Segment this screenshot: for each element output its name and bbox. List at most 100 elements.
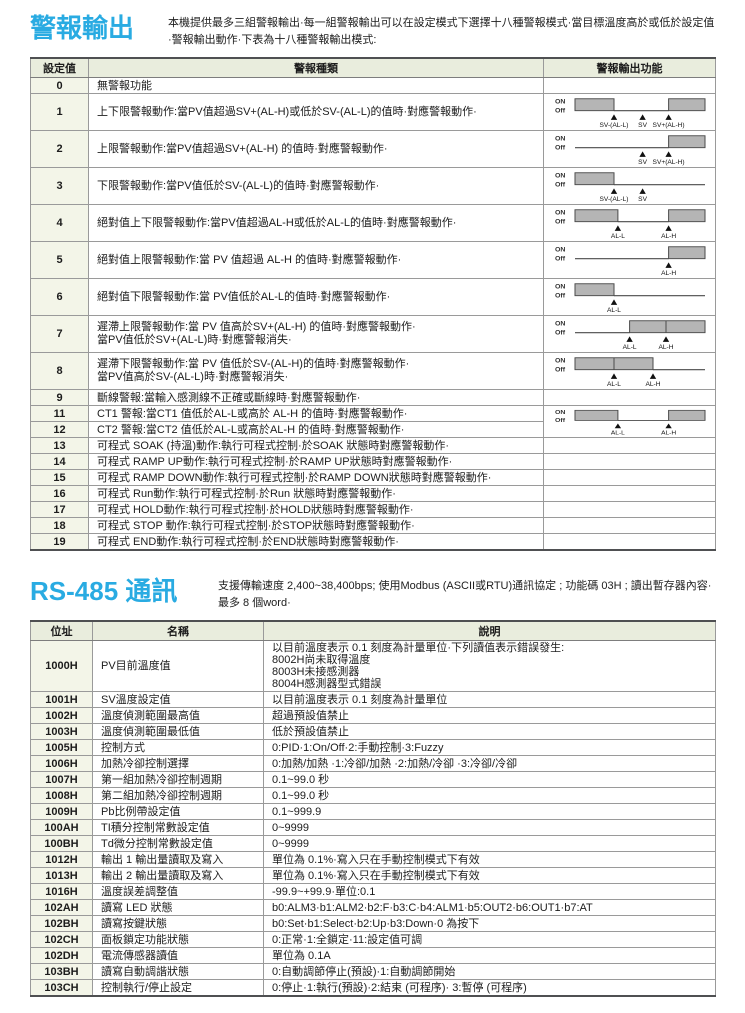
alarm-table-row: 6 絕對值下限警報動作:當 PV值低於AL-L的值時·對應警報動作· ON Off AL… bbox=[30, 278, 716, 316]
alarm-output-diagram-cell bbox=[543, 501, 716, 518]
rs485-table-row: 1016H 溫度誤差調整值 -99.9~+99.9·單位:0.1 bbox=[30, 883, 716, 900]
register-description: 超過預設值禁止 bbox=[263, 707, 716, 724]
alarm-type-description: 遲滯下限警報動作:當 PV 值低於SV-(AL-H)的值時·對應警報動作· 當P… bbox=[88, 352, 544, 390]
alarm-table-row: 1 上下限警報動作:當PV值超過SV+(AL-H)或低於SV-(AL-L)的值時·… bbox=[30, 93, 716, 131]
diagram-on-label: ON bbox=[555, 357, 566, 364]
diagram-marker-label: SV+(AL-H) bbox=[652, 159, 684, 166]
rs485-table-row: 1006H 加熱冷卻控制選擇 0:加熱/加熱 ·1:冷卻/加熱 ·2:加熱/冷卻 ·… bbox=[30, 755, 716, 772]
diagram-marker-label: AL-H bbox=[661, 270, 676, 277]
register-name: 讀寫按鍵狀態 bbox=[92, 915, 264, 932]
alarm-output-diagram-cell bbox=[543, 437, 716, 454]
diagram-marker-arrow-icon bbox=[610, 113, 617, 120]
diagram-on-block bbox=[574, 208, 618, 222]
alarm-setting-value: 2 bbox=[30, 130, 89, 168]
rs485-table-row: 100AH TI積分控制常數設定值 0~9999 bbox=[30, 819, 716, 836]
diagram-marker-label: AL-H bbox=[661, 233, 676, 240]
diagram-on-label: ON bbox=[555, 409, 566, 415]
diagram-marker-arrow-icon bbox=[638, 150, 646, 157]
diagram-on-block bbox=[574, 282, 614, 296]
diagram-marker-arrow-icon bbox=[610, 372, 617, 379]
register-name: 加熱冷卻控制選擇 bbox=[92, 755, 264, 772]
diagram-marker-label: AL-H bbox=[645, 381, 660, 388]
alarm-setting-value: 3 bbox=[30, 167, 89, 205]
register-name: 溫度偵測範圍最高值 bbox=[92, 707, 264, 724]
alarm-timing-diagram: ON Off AL-L AL-H bbox=[555, 319, 705, 351]
alarm-type-description: CT2 警報:當CT2 值低於AL-L或高於AL-H 的值時·對應警報動作· bbox=[88, 421, 544, 438]
alarm-table-row: 8 遲滯下限警報動作:當 PV 值低於SV-(AL-H)的值時·對應警報動作· 當… bbox=[30, 352, 716, 390]
diagram-on-block bbox=[667, 97, 705, 111]
alarm-output-diagram-cell: ON Off SV-(AL-L) SV SV+(AL-H) bbox=[543, 93, 716, 131]
alarm-timing-diagram: ON Off AL-L AL-H bbox=[555, 356, 705, 388]
diagram-marker-label: AL-L bbox=[607, 381, 621, 388]
register-name: 讀寫 LED 狀態 bbox=[92, 899, 264, 916]
diagram-marker-label: SV-(AL-L) bbox=[599, 122, 628, 129]
rs485-table-row: 1008H 第二組加熱冷卻控制週期 0.1~99.0 秒 bbox=[30, 787, 716, 804]
register-name: 第二組加熱冷卻控制週期 bbox=[92, 787, 264, 804]
alarm-type-description: 絕對值上限警報動作:當 PV 值超過 AL-H 的值時·對應警報動作· bbox=[88, 241, 544, 279]
register-name: 輸出 2 輸出量讀取及寫入 bbox=[92, 867, 264, 884]
register-address: 102DH bbox=[30, 947, 93, 964]
register-address: 1002H bbox=[30, 707, 93, 724]
register-description: 以目前溫度表示 0.1 刻度為計量單位 bbox=[263, 691, 716, 708]
register-description: 0~9999 bbox=[263, 819, 716, 836]
rs485-table-row: 1002H 溫度偵測範圍最高值 超過預設值禁止 bbox=[30, 707, 716, 724]
diagram-marker-label: SV bbox=[638, 159, 648, 166]
alarm-output-diagram-cell bbox=[543, 389, 716, 406]
register-name: 控制執行/停止設定 bbox=[92, 979, 264, 997]
rs485-table-row: 1001H SV溫度設定值 以目前溫度表示 0.1 刻度為計量單位 bbox=[30, 691, 716, 708]
alarm-output-diagram-cell bbox=[543, 517, 716, 534]
diagram-marker-label: AL-H bbox=[658, 344, 673, 351]
register-name: 控制方式 bbox=[92, 739, 264, 756]
alarm-timing-diagram: ON Off AL-L AL-H bbox=[555, 409, 705, 436]
alarm-timing-diagram: ON Off AL-H bbox=[555, 245, 705, 277]
diagram-on-block bbox=[667, 409, 705, 421]
diagram-marker-arrow-icon bbox=[638, 187, 646, 194]
rs485-table-row: 103CH 控制執行/停止設定 0:停止·1:執行(預設)·2:結束 (可程序)· … bbox=[30, 979, 716, 997]
alarm-type-description: 可程式 RAMP UP動作:執行可程式控制·於RAMP UP狀態時對應警報動作· bbox=[88, 453, 544, 470]
alarm-setting-value: 14 bbox=[30, 453, 89, 470]
register-address: 1012H bbox=[30, 851, 93, 868]
alarm-output-diagram-cell bbox=[543, 77, 716, 94]
register-address: 100AH bbox=[30, 819, 93, 836]
diagram-marker-label: AL-L bbox=[610, 430, 625, 435]
alarm-output-diagram-cell: ON Off AL-L AL-H bbox=[543, 204, 716, 242]
register-address: 1009H bbox=[30, 803, 93, 820]
register-name: PV目前溫度值 bbox=[92, 640, 264, 692]
diagram-marker-label: AL-H bbox=[661, 430, 676, 435]
alarm-setting-value: 18 bbox=[30, 517, 89, 534]
register-description: b0:Set·b1:Select·b2:Up·b3:Down·0 為按下 bbox=[263, 915, 716, 932]
register-description: 0.1~999.9 bbox=[263, 803, 716, 820]
alarm-output-diagram-cell bbox=[543, 469, 716, 486]
alarm-type-description: 可程式 STOP 動作:執行可程式控制·於STOP狀態時對應警報動作· bbox=[88, 517, 544, 534]
alarm-setting-value: 5 bbox=[30, 241, 89, 279]
alarm-setting-value: 8 bbox=[30, 352, 89, 390]
register-address: 1000H bbox=[30, 640, 93, 692]
diagram-on-label: ON bbox=[555, 98, 566, 105]
diagram-off-label: Off bbox=[555, 366, 566, 373]
rs485-table-row: 1000H PV目前溫度值 以目前溫度表示 0.1 刻度為計量單位·下列讀值表示錯誤… bbox=[30, 640, 716, 692]
alarm-section-header: 警報輸出 本機提供最多三組警報輸出·每一組警報輸出可以在設定模式下選擇十八種警報… bbox=[30, 14, 715, 48]
register-name: 輸出 1 輸出量讀取及寫入 bbox=[92, 851, 264, 868]
register-name: SV溫度設定值 bbox=[92, 691, 264, 708]
alarm-output-diagram-cell: ON Off AL-L AL-H bbox=[543, 352, 716, 390]
alarm-setting-value: 4 bbox=[30, 204, 89, 242]
register-description: b0:ALM3·b1:ALM2·b2:F·b3:C·b4:ALM1·b5:OUT… bbox=[263, 899, 716, 916]
alarm-output-diagram-cell: ON Off AL-L AL-H bbox=[543, 405, 716, 438]
alarm-setting-value: 7 bbox=[30, 315, 89, 353]
register-description: 0:加熱/加熱 ·1:冷卻/加熱 ·2:加熱/冷卻 ·3:冷卻/冷卻 bbox=[263, 755, 716, 772]
register-description: 0~9999 bbox=[263, 835, 716, 852]
rs485-table-row: 102CH 面板鎖定功能狀態 0:正常·1:全鎖定·11:設定值可調 bbox=[30, 931, 716, 948]
rs485-table-row: 1013H 輸出 2 輸出量讀取及寫入 單位為 0.1%·寫入只在手動控制模式下有效 bbox=[30, 867, 716, 884]
alarm-setting-value: 1 bbox=[30, 93, 89, 131]
alarm-table-header-row: 設定值 警報種類 警報輸出功能 bbox=[30, 57, 716, 78]
alarm-table-row: 11 CT1 警報:當CT1 值低於AL-L或高於 AL-H 的值時·對應警報動作… bbox=[30, 405, 716, 438]
diagram-marker-label: AL-L bbox=[607, 307, 621, 314]
register-address: 1001H bbox=[30, 691, 93, 708]
diagram-on-label: ON bbox=[555, 172, 566, 179]
register-description: 0:正常·1:全鎖定·11:設定值可調 bbox=[263, 931, 716, 948]
diagram-off-label: Off bbox=[555, 417, 566, 423]
rs485-col-header-address: 位址 bbox=[30, 620, 93, 641]
register-name: TI積分控制常數設定值 bbox=[92, 819, 264, 836]
register-address: 1005H bbox=[30, 739, 93, 756]
alarm-section-title: 警報輸出 bbox=[30, 13, 135, 43]
